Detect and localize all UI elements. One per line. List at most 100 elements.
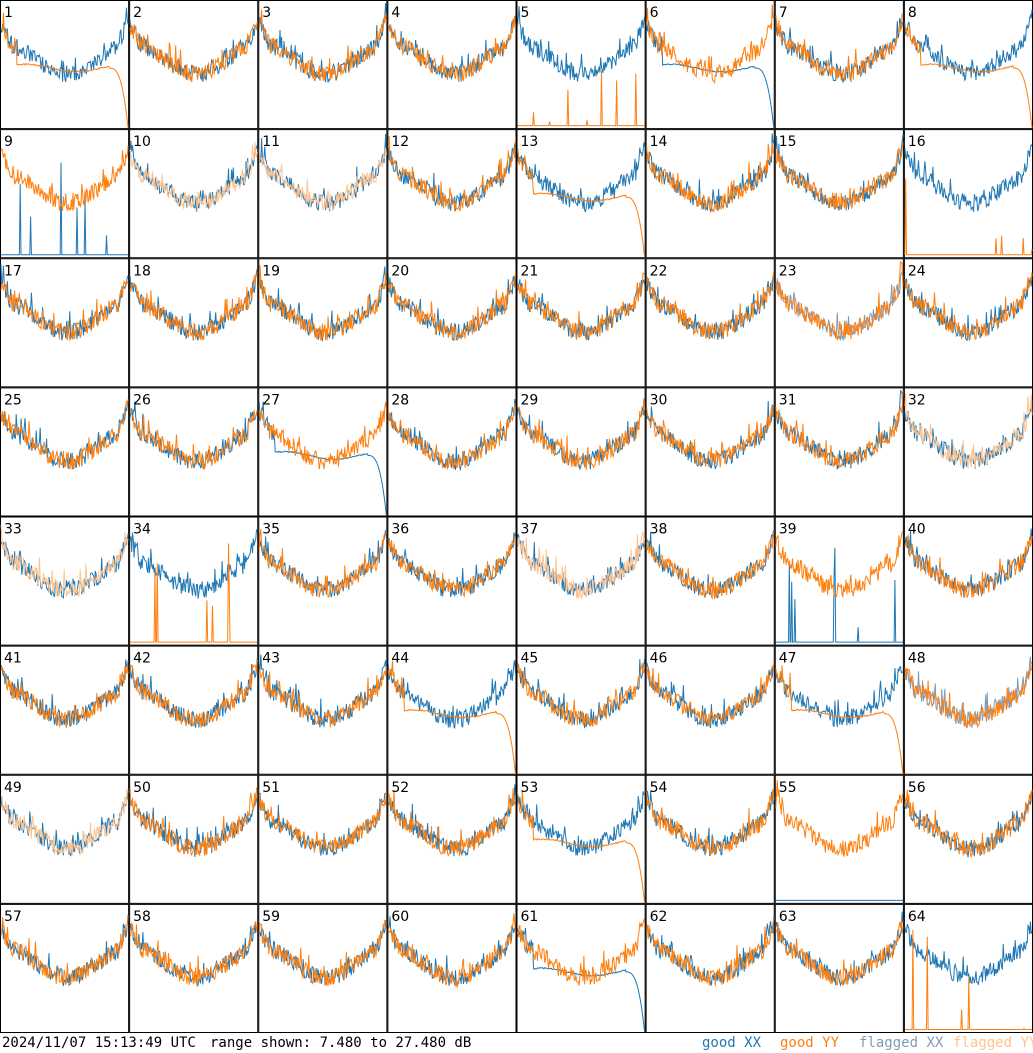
antenna-panel-52: 52 <box>387 774 517 904</box>
yy-spectrum-line <box>904 534 1033 599</box>
panel-label: 16 <box>908 134 926 150</box>
yy-spectrum-line <box>0 788 129 856</box>
yy-spectrum-line <box>646 663 775 728</box>
legend-good-xx-status: good <box>702 1035 736 1051</box>
panel-label: 47 <box>779 651 797 667</box>
antenna-panel-20: 20 <box>387 258 517 388</box>
panel-frame <box>258 0 388 130</box>
antenna-panel-3: 3 <box>258 0 388 130</box>
panel-frame <box>129 516 259 646</box>
legend-flagged-yy-status: flagged <box>953 1035 1013 1051</box>
panel-frame <box>258 774 388 904</box>
antenna-panel-16: 16 <box>903 129 1033 259</box>
panel-frame <box>258 516 388 646</box>
yy-spectrum-line <box>517 531 646 600</box>
panel-frame <box>0 387 130 517</box>
yy-spectrum-line <box>129 787 258 857</box>
antenna-panel-31: 31 <box>774 387 904 517</box>
panel-frame <box>387 516 517 646</box>
panel-label: 1 <box>4 5 13 21</box>
legend-good-yy-pol: YY <box>822 1035 840 1051</box>
antenna-panel-2: 2 <box>129 0 259 130</box>
yy-spectrum-line <box>0 916 129 986</box>
panel-frame <box>129 129 259 259</box>
panel-label: 49 <box>4 780 22 796</box>
legend-flagged-xx-pol: XX <box>926 1035 944 1051</box>
yy-spectrum-line <box>258 401 387 470</box>
panel-label: 62 <box>650 909 668 925</box>
xx-spectrum-line <box>517 927 646 1033</box>
antenna-panel-1: 1 <box>0 0 130 130</box>
panel-label: 21 <box>521 263 539 279</box>
antenna-panel-29: 29 <box>516 387 646 517</box>
panel-frame <box>516 387 646 517</box>
yy-spectrum-line <box>646 788 775 857</box>
panel-label: 18 <box>133 263 151 279</box>
panel-frame <box>645 516 775 646</box>
antenna-panel-39: 39 <box>774 516 904 646</box>
panel-label: 40 <box>908 522 926 538</box>
panel-frame <box>516 516 646 646</box>
legend-good-yy: good YY <box>780 1033 839 1053</box>
antenna-panel-24: 24 <box>903 258 1033 388</box>
antenna-panel-22: 22 <box>645 258 775 388</box>
panel-frame <box>387 903 517 1033</box>
panel-frame <box>645 258 775 388</box>
panel-frame <box>129 0 259 130</box>
yy-spectrum-line <box>775 13 904 83</box>
yy-spectrum-line <box>129 20 258 83</box>
panel-frame <box>258 258 388 388</box>
panel-label: 25 <box>4 392 22 408</box>
yy-spectrum-line <box>0 399 129 470</box>
panel-frame <box>129 645 259 775</box>
xx-spectrum-line <box>129 401 258 470</box>
yy-spectrum-line <box>775 390 904 468</box>
xx-spectrum-line <box>517 142 646 213</box>
xx-spectrum-line <box>646 529 775 599</box>
yy-spectrum-line <box>517 790 646 903</box>
yy-spectrum-line <box>258 666 387 728</box>
yy-spectrum-line <box>129 407 258 471</box>
antenna-panel-5: 5 <box>516 0 646 130</box>
antenna-panel-45: 45 <box>516 645 646 775</box>
yy-spectrum-line <box>904 178 1033 256</box>
antenna-panel-15: 15 <box>774 129 904 259</box>
antenna-panel-23: 23 <box>774 258 904 388</box>
panel-label: 19 <box>262 263 280 279</box>
panel-label: 37 <box>521 522 539 538</box>
range-readout: range shown: 7.480 to 27.480 dB <box>210 1035 472 1051</box>
yy-spectrum-line <box>517 70 645 127</box>
legend-good-xx-pol: XX <box>744 1035 762 1051</box>
yy-spectrum-line <box>130 543 258 643</box>
legend-good-yy-status: good <box>780 1035 814 1051</box>
panel-label: 31 <box>779 392 797 408</box>
panel-label: 20 <box>391 263 409 279</box>
panel-frame <box>258 903 388 1033</box>
panel-label: 60 <box>391 909 409 925</box>
panel-label: 23 <box>779 263 797 279</box>
panel-frame <box>516 129 646 259</box>
xx-spectrum-line <box>775 665 904 728</box>
panel-label: 9 <box>4 134 13 150</box>
panel-label: 27 <box>262 392 280 408</box>
xx-spectrum-line <box>1 162 129 256</box>
panel-frame <box>516 774 646 904</box>
panel-frame <box>387 0 517 130</box>
antenna-panel-61: 61 <box>516 903 646 1033</box>
yy-spectrum-line <box>0 279 129 341</box>
antenna-panel-26: 26 <box>129 387 259 517</box>
panel-frame <box>645 387 775 517</box>
antenna-panel-50: 50 <box>129 774 259 904</box>
yy-spectrum-line <box>646 143 775 214</box>
panel-label: 36 <box>391 522 409 538</box>
yy-spectrum-line <box>517 147 646 258</box>
antenna-panel-43: 43 <box>258 645 388 775</box>
panel-frame <box>645 129 775 259</box>
yy-spectrum-line <box>646 918 775 987</box>
antenna-panel-36: 36 <box>387 516 517 646</box>
antenna-panel-53: 53 <box>516 774 646 904</box>
yy-spectrum-line <box>387 271 516 341</box>
xx-spectrum-line <box>129 140 258 212</box>
panel-frame <box>774 516 904 646</box>
xx-spectrum-line <box>904 790 1033 858</box>
